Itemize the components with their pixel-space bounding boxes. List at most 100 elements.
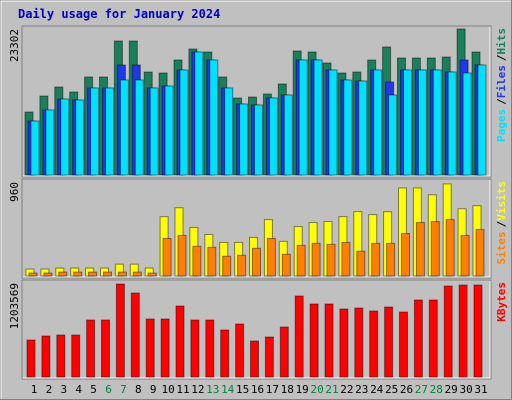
bar bbox=[296, 244, 306, 277]
bar bbox=[428, 299, 438, 378]
bar bbox=[192, 245, 202, 277]
bar bbox=[224, 87, 234, 176]
x-tick-label: 1 bbox=[31, 383, 38, 396]
bar bbox=[371, 242, 381, 277]
bar bbox=[369, 310, 379, 378]
legend: Sites /Visits bbox=[495, 181, 508, 265]
bar bbox=[30, 120, 40, 176]
x-tick-label: 28 bbox=[430, 383, 443, 396]
bar bbox=[149, 87, 159, 176]
bar bbox=[86, 319, 96, 378]
bar bbox=[326, 243, 336, 277]
bar bbox=[447, 71, 457, 176]
panel-bevel bbox=[23, 180, 491, 278]
bar bbox=[43, 272, 53, 277]
bar bbox=[254, 104, 263, 176]
x-tick-label: 24 bbox=[370, 383, 384, 396]
x-tick-label: 18 bbox=[281, 383, 294, 396]
legend-label: Hits bbox=[495, 28, 508, 55]
x-tick-label: 25 bbox=[385, 383, 398, 396]
bar bbox=[324, 303, 334, 378]
legend-separator: / bbox=[495, 54, 508, 61]
bar bbox=[235, 323, 245, 378]
x-tick-label: 22 bbox=[340, 383, 353, 396]
bar bbox=[279, 326, 289, 378]
bar bbox=[194, 51, 204, 176]
bar bbox=[313, 59, 323, 176]
x-tick-label: 2 bbox=[46, 383, 53, 396]
legend-label: Pages bbox=[495, 109, 508, 142]
x-tick-label: 21 bbox=[325, 383, 338, 396]
bar bbox=[28, 272, 38, 277]
bar bbox=[475, 228, 485, 277]
bar bbox=[430, 221, 440, 277]
bar bbox=[164, 85, 174, 176]
bar bbox=[328, 69, 338, 176]
legend-label: Sites bbox=[495, 231, 508, 264]
legend-separator: / bbox=[495, 98, 508, 105]
bar bbox=[190, 319, 200, 378]
bar bbox=[283, 94, 293, 176]
bar bbox=[477, 64, 487, 176]
x-tick-label: 12 bbox=[191, 383, 204, 396]
bar bbox=[298, 59, 308, 176]
x-tick-label: 27 bbox=[415, 383, 428, 396]
bar bbox=[207, 246, 217, 277]
bar bbox=[75, 99, 85, 176]
bar bbox=[309, 303, 319, 378]
bar bbox=[388, 94, 398, 176]
x-tick-label: 19 bbox=[296, 383, 309, 396]
bar bbox=[462, 72, 472, 176]
bar bbox=[343, 79, 353, 176]
bar bbox=[115, 283, 125, 378]
bar bbox=[117, 271, 127, 277]
bar bbox=[281, 253, 291, 277]
bar bbox=[205, 319, 215, 378]
bar bbox=[162, 237, 172, 277]
bar bbox=[58, 271, 68, 277]
x-tick-label: 8 bbox=[135, 383, 142, 396]
bar bbox=[103, 271, 112, 277]
bar bbox=[356, 250, 366, 277]
x-tick-label: 17 bbox=[266, 383, 279, 396]
bar bbox=[71, 334, 81, 378]
bar bbox=[403, 69, 412, 176]
x-tick-label: 3 bbox=[60, 383, 67, 396]
bar bbox=[268, 97, 278, 176]
bar bbox=[460, 234, 470, 277]
bar bbox=[179, 69, 189, 176]
bar bbox=[399, 311, 408, 378]
panel-bevel bbox=[23, 281, 491, 379]
bar bbox=[432, 69, 442, 176]
x-tick-label: 6 bbox=[105, 383, 112, 396]
legend-label: Visits bbox=[495, 181, 508, 221]
bar bbox=[132, 271, 142, 277]
bar bbox=[294, 295, 304, 378]
bar bbox=[250, 340, 259, 378]
bar bbox=[415, 222, 425, 277]
bar bbox=[266, 237, 276, 277]
bar bbox=[237, 254, 247, 277]
x-tick-label: 7 bbox=[120, 383, 127, 396]
bar bbox=[130, 292, 140, 378]
bar bbox=[56, 334, 66, 378]
y-tick-label: 1203569 bbox=[8, 283, 21, 329]
bar bbox=[119, 79, 129, 176]
bar bbox=[413, 299, 423, 378]
x-tick-label: 15 bbox=[236, 383, 249, 396]
bar bbox=[220, 329, 230, 378]
bar bbox=[45, 109, 55, 176]
x-tick-label: 4 bbox=[75, 383, 82, 396]
bar bbox=[473, 284, 483, 378]
bar bbox=[177, 234, 187, 277]
bar bbox=[417, 69, 427, 176]
bar bbox=[239, 103, 249, 176]
x-tick-label: 20 bbox=[310, 383, 323, 396]
chart-title: Daily usage for January 2024 bbox=[18, 7, 220, 21]
x-tick-label: 10 bbox=[161, 383, 174, 396]
bar bbox=[88, 271, 98, 277]
y-tick-label: 23302 bbox=[8, 29, 21, 62]
bar bbox=[373, 69, 383, 176]
